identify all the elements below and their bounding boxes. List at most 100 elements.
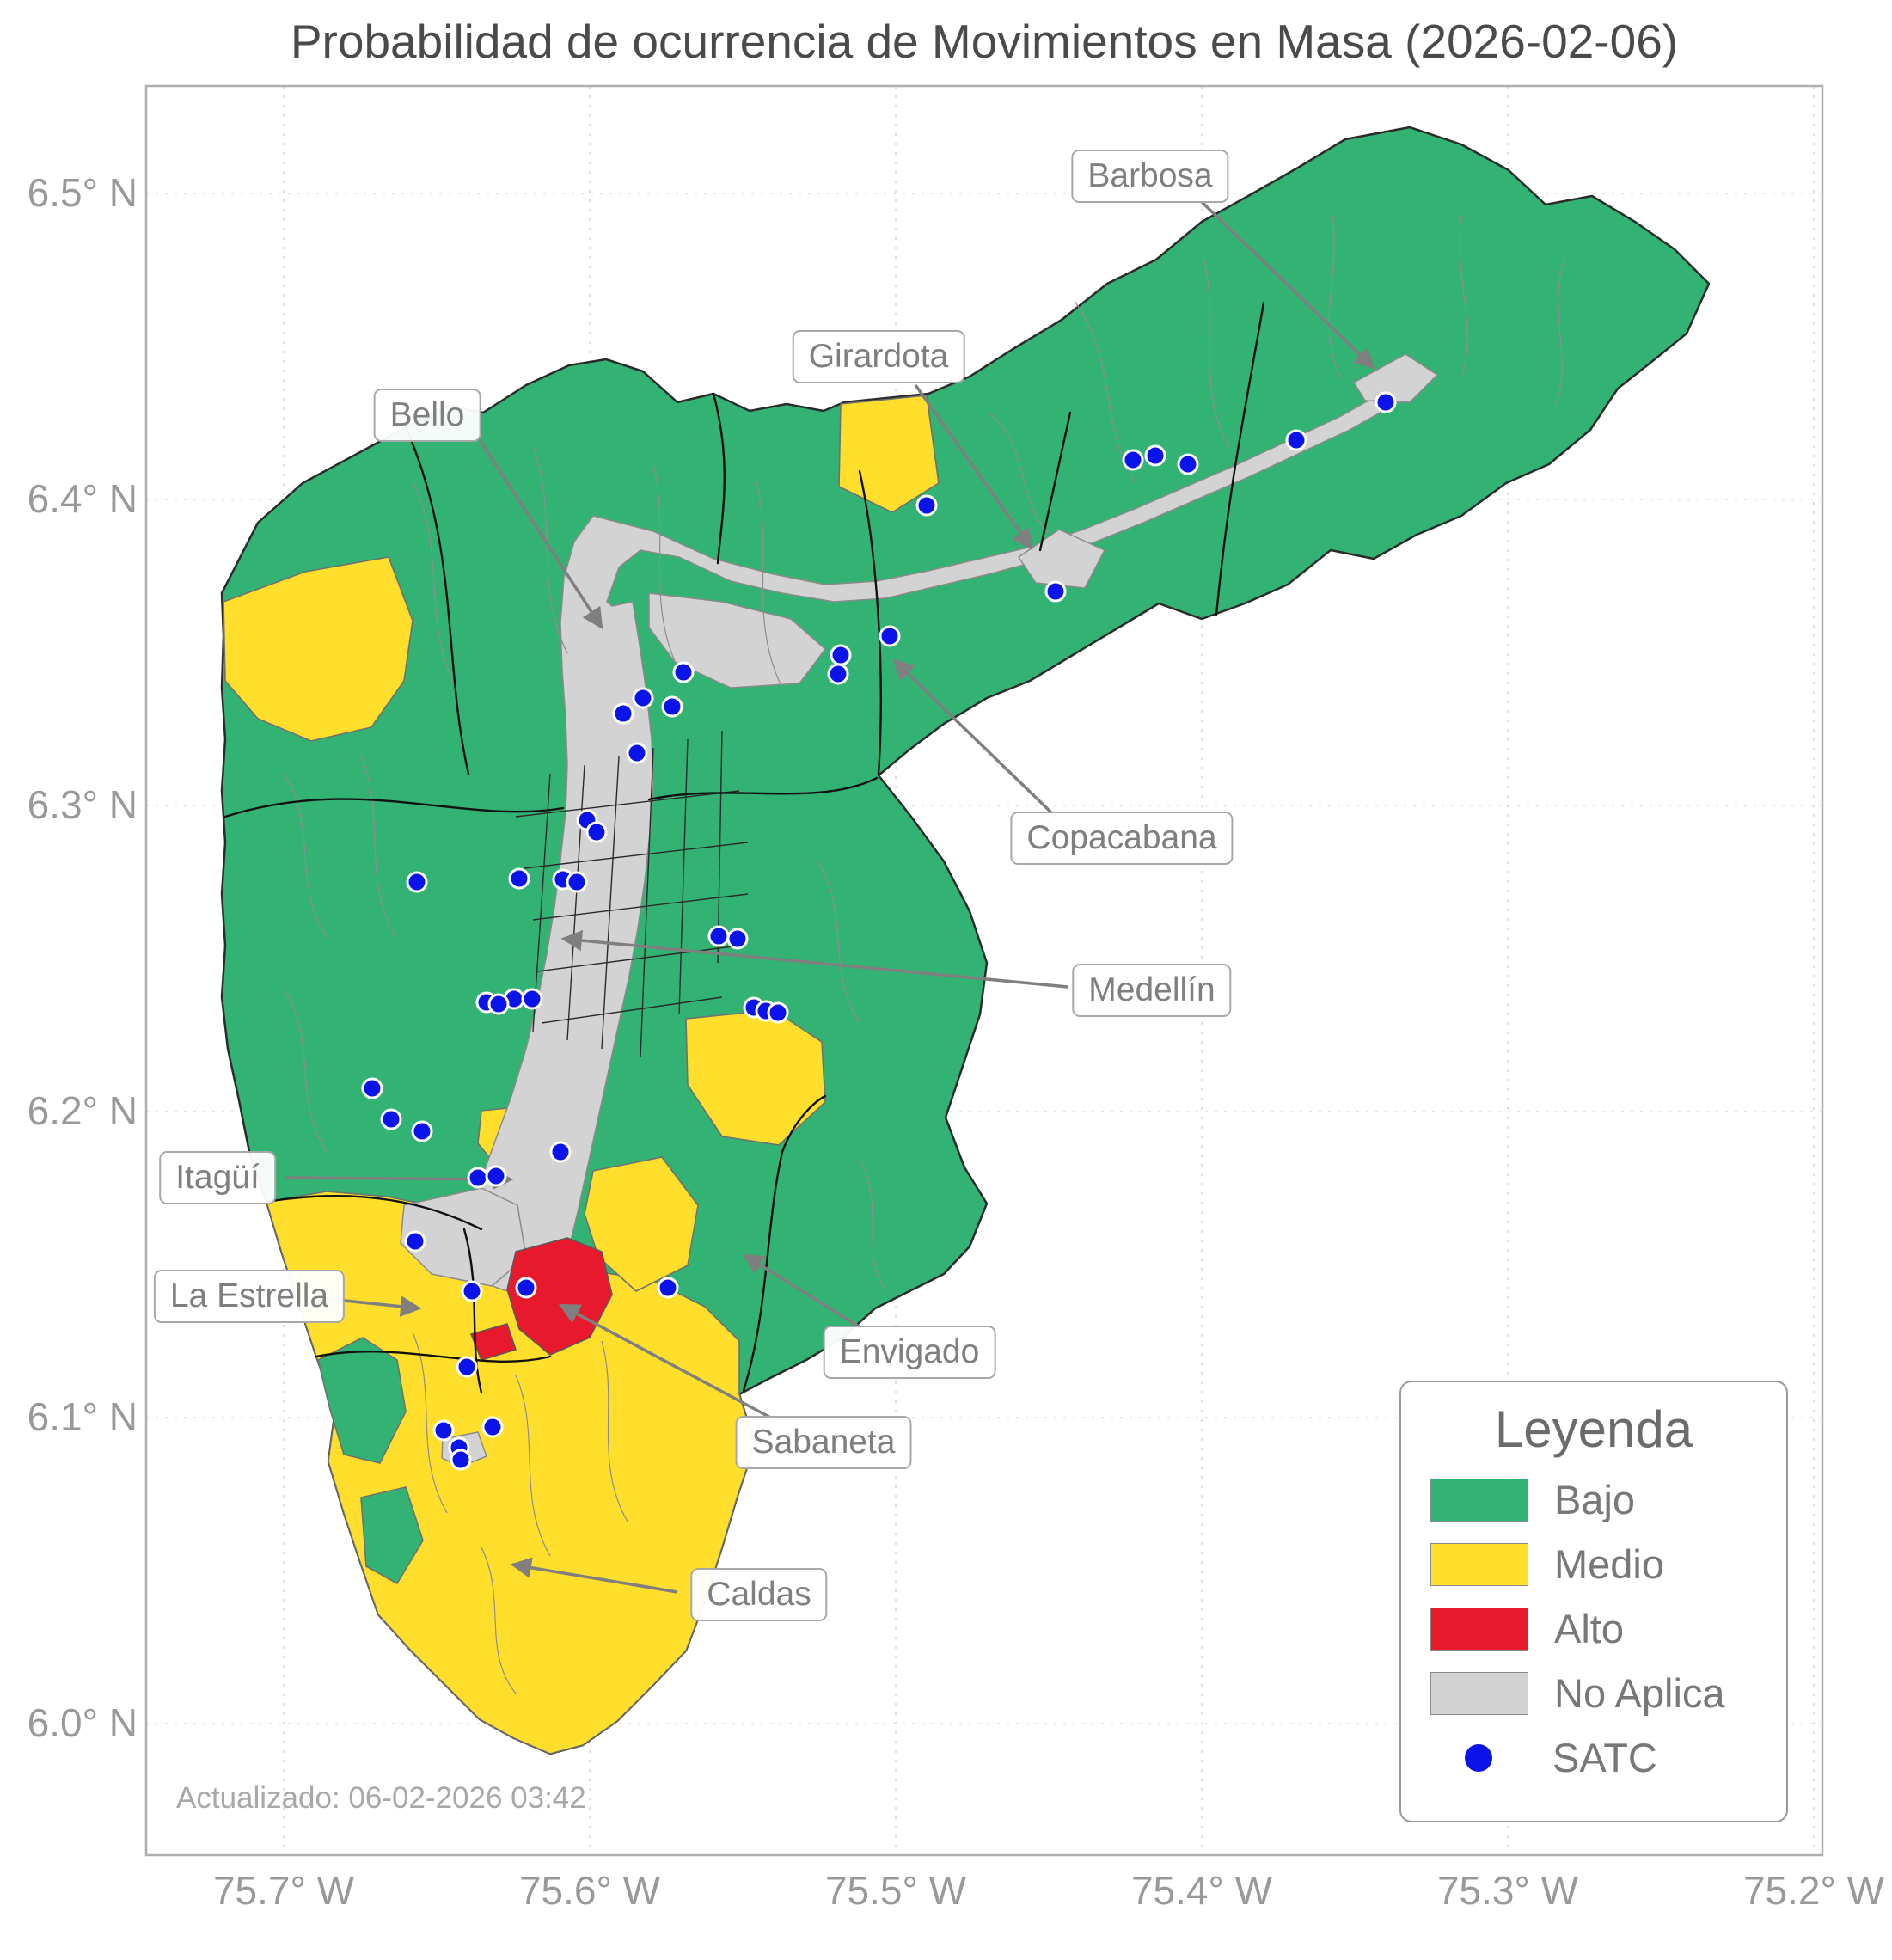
y-tick-3: 6.2° N: [27, 1088, 138, 1133]
page-title: Probabilidad de ocurrencia de Movimiento…: [290, 15, 1679, 68]
legend-label-no-aplica: No Aplica: [1554, 1670, 1725, 1716]
satc-point: [521, 988, 543, 1010]
x-tick-1: 75.6° W: [518, 1868, 661, 1913]
satc-point: [432, 1419, 455, 1442]
x-tick-5: 75.2° W: [1742, 1868, 1885, 1913]
arrow-envigado: [742, 1253, 862, 1330]
plot-frame: [144, 84, 1824, 1857]
satc-point: [672, 661, 695, 683]
satc-point: [485, 1165, 507, 1187]
vereda-boundaries: [283, 214, 1565, 1694]
satc-point: [456, 1356, 478, 1378]
y-tick-4: 6.1° N: [27, 1394, 138, 1439]
satc-point: [361, 1077, 383, 1099]
legend-label-alto: Alto: [1554, 1606, 1624, 1651]
region-medio-north-notch: [838, 395, 940, 513]
satc-point: [1144, 444, 1166, 467]
satc-points-layer: [361, 391, 1397, 1471]
legend-swatch-alto: [1430, 1607, 1528, 1651]
regions-alto: [470, 1237, 613, 1361]
region-urban-valley: [468, 369, 1428, 1295]
satc-point: [1375, 391, 1397, 413]
satc-point: [827, 663, 849, 685]
y-tick-0: 6.5° N: [27, 170, 138, 215]
legend-item-alto: Alto: [1430, 1605, 1757, 1652]
x-tick-4: 75.3° W: [1436, 1868, 1579, 1913]
annotation-bello: Bello: [373, 389, 481, 442]
legend-swatch-no-aplica: [1430, 1671, 1528, 1715]
region-bajo-south-patch-1: [317, 1337, 407, 1464]
legend-swatch-bajo: [1430, 1478, 1528, 1522]
satc-point: [508, 867, 530, 890]
satc-point: [1177, 453, 1199, 475]
legend-item-medio: Medio: [1430, 1540, 1757, 1588]
satc-point: [515, 1277, 537, 1299]
satc-point: [767, 1001, 789, 1024]
map-regions: [220, 126, 1711, 1755]
satc-point: [406, 871, 428, 893]
region-urban-itagui: [400, 1187, 527, 1287]
satc-point: [626, 742, 648, 764]
satc-point: [487, 993, 510, 1015]
satc-point: [450, 1449, 472, 1471]
arrow-girardota: [914, 383, 1033, 550]
satc-point: [1122, 449, 1144, 471]
region-alto-sabaneta: [506, 1237, 613, 1356]
annotation-caldas: Caldas: [690, 1568, 828, 1621]
annotation-barbosa: Barbosa: [1071, 150, 1229, 203]
satc-point: [1285, 429, 1307, 451]
satc-point: [404, 1230, 426, 1253]
satc-point: [481, 1416, 504, 1438]
legend: Leyenda Bajo Medio Alto No Aplica SATC: [1399, 1381, 1788, 1822]
regions-bajo-south-patches: [317, 1337, 424, 1584]
satc-point: [879, 625, 901, 647]
satc-point: [632, 687, 654, 709]
y-tick-1: 6.4° N: [27, 476, 138, 521]
regions-no-aplica: [400, 353, 1438, 1467]
region-urban-niquia: [648, 592, 826, 689]
region-urban-barbosa: [1353, 353, 1438, 403]
x-tick-3: 75.4° W: [1130, 1868, 1273, 1913]
updated-note: Actualizado: 06-02-2026 03:42: [176, 1781, 586, 1815]
satc-point: [612, 702, 634, 725]
annotation-la-estrella: La Estrella: [153, 1270, 346, 1323]
arrow-copacabana: [892, 658, 1057, 818]
satc-point: [467, 1167, 489, 1189]
region-alto-sliver: [470, 1323, 517, 1361]
x-tick-0: 75.7° W: [212, 1868, 355, 1913]
satc-point: [661, 695, 683, 718]
arrow-caldas: [510, 1557, 678, 1594]
annotation-sabaneta: Sabaneta: [735, 1416, 912, 1469]
legend-satc-dot-wrap: [1430, 1743, 1527, 1772]
arrow-barbosa: [1197, 198, 1375, 370]
region-urban-girardota: [1018, 529, 1105, 589]
satc-point: [1044, 580, 1067, 603]
satc-point: [585, 821, 608, 843]
region-medio-east-2: [584, 1156, 699, 1292]
satc-point: [566, 871, 588, 893]
legend-title: Leyenda: [1494, 1400, 1693, 1458]
satc-point: [657, 1277, 679, 1299]
legend-label-bajo: Bajo: [1554, 1477, 1636, 1522]
annotation-itagui: Itagüí: [159, 1151, 276, 1204]
annotation-girardota: Girardota: [792, 330, 965, 383]
satc-point: [726, 928, 749, 950]
annotation-copacabana: Copacabana: [1010, 812, 1234, 865]
legend-label-medio: Medio: [1554, 1541, 1665, 1587]
legend-item-satc: SATC: [1430, 1734, 1757, 1781]
annotation-medellin: Medellín: [1072, 964, 1232, 1017]
annotation-envigado: Envigado: [823, 1326, 996, 1379]
arrow-medellin: [560, 929, 1068, 989]
satc-point: [549, 1141, 572, 1163]
satc-point: [830, 644, 852, 666]
legend-item-bajo: Bajo: [1430, 1476, 1757, 1523]
arrow-sabaneta: [558, 1303, 776, 1422]
legend-item-no-aplica: No Aplica: [1430, 1669, 1757, 1717]
region-bajo-south-patch-2: [360, 1486, 424, 1584]
legend-swatch-medio: [1430, 1542, 1528, 1586]
legend-satc-dot-icon: [1465, 1743, 1492, 1772]
municipality-borders: [223, 301, 1265, 1394]
y-tick-5: 6.0° N: [27, 1700, 138, 1745]
